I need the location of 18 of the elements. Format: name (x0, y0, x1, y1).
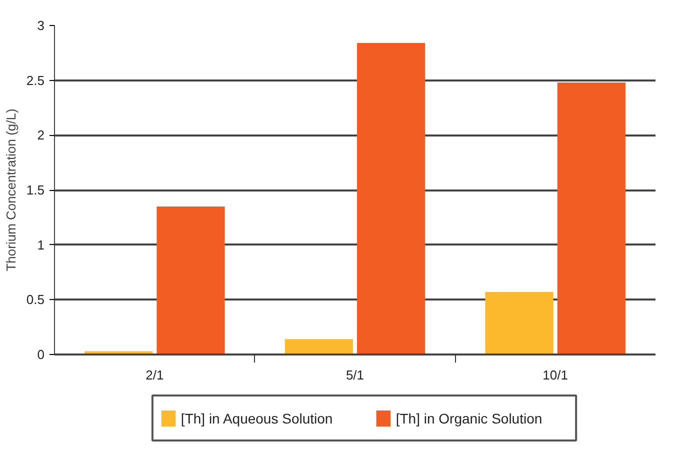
y-tick-label: 1 (37, 237, 45, 252)
y-tick-label: 1.5 (26, 182, 45, 198)
bar (485, 292, 554, 354)
x-tick-label: 5/1 (346, 368, 364, 382)
y-tick-label: 3 (37, 18, 45, 33)
y-axis-title: Thorium Concentration (g/L) (3, 108, 18, 272)
y-tick-label: 2 (37, 128, 45, 143)
y-tick-label: 0 (37, 347, 45, 362)
bar (156, 206, 225, 354)
bar (284, 339, 353, 354)
y-tick-label: 2.5 (26, 72, 45, 88)
legend-label: [Th] in Organic Solution (396, 410, 542, 426)
x-tick-label: 2/1 (146, 368, 164, 382)
bar (557, 82, 626, 354)
legend-label: [Th] in Aqueous Solution (180, 410, 333, 426)
bar (357, 43, 426, 354)
y-tick-label: 0.5 (26, 292, 45, 308)
x-tick-label: 10/1 (542, 368, 568, 382)
